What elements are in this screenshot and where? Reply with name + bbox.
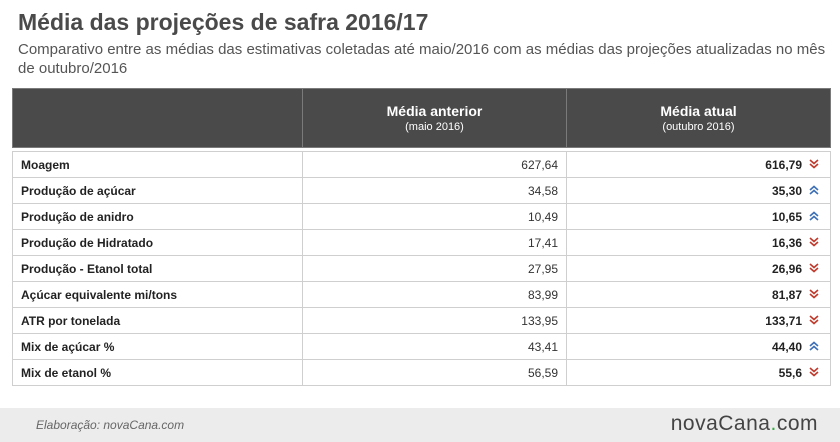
previous-value: 83,99	[302, 281, 567, 308]
previous-value: 34,58	[302, 177, 567, 204]
header-current-average: Média atual (outubro 2016)	[566, 88, 831, 148]
header-previous-average: Média anterior (maio 2016)	[302, 88, 567, 148]
current-value: 10,65	[771, 209, 802, 224]
chart-title: Média das projeções de safra 2016/17	[18, 9, 429, 35]
projections-table: Média anterior (maio 2016) Média atual (…	[12, 88, 831, 386]
current-value-cell: 10,65	[566, 203, 831, 230]
current-value: 55,6	[778, 365, 802, 380]
current-value-cell: 133,71	[566, 307, 831, 334]
previous-value: 17,41	[302, 229, 567, 256]
table-row: Moagem 627,64 616,79	[12, 151, 831, 178]
current-value-cell: 26,96	[566, 255, 831, 282]
previous-value: 43,41	[302, 333, 567, 360]
row-label: ATR por tonelada	[12, 307, 303, 334]
table-row: Açúcar equivalente mi/tons 83,99 81,87	[12, 281, 831, 308]
header-previous-label: Média anterior	[386, 102, 483, 119]
row-label: Produção de anidro	[12, 203, 303, 230]
header-gap-row	[12, 147, 831, 152]
footer-credit: Elaboração: novaCana.com	[36, 418, 185, 432]
table-row: Produção de açúcar 34,58 35,30	[12, 177, 831, 204]
chart-subtitle: Comparativo entre as médias das estimati…	[18, 41, 826, 77]
table-row: Mix de açúcar % 43,41 44,40	[12, 333, 831, 360]
double-chevron-down-icon	[806, 288, 822, 302]
table-body: Moagem 627,64 616,79 Produção de açúcar 34,5…	[12, 147, 831, 386]
double-chevron-down-icon	[806, 236, 822, 250]
current-value: 616,79	[765, 157, 802, 172]
header-current-sub: (outubro 2016)	[662, 120, 735, 133]
current-value-cell: 35,30	[566, 177, 831, 204]
current-value: 16,36	[771, 235, 802, 250]
current-value: 81,87	[771, 287, 802, 302]
table-row: Mix de etanol % 56,59 55,6	[12, 359, 831, 386]
novacana-logo: novaCana.com	[671, 412, 818, 436]
row-label: Mix de etanol %	[12, 359, 303, 386]
double-chevron-up-icon	[806, 340, 822, 354]
current-value-cell: 616,79	[566, 151, 831, 178]
previous-value: 627,64	[302, 151, 567, 178]
table-row: Produção de Hidratado 17,41 16,36	[12, 229, 831, 256]
row-label: Produção - Etanol total	[12, 255, 303, 282]
table-header-row: Média anterior (maio 2016) Média atual (…	[12, 88, 831, 148]
header-current-label: Média atual	[660, 102, 737, 119]
row-label: Açúcar equivalente mi/tons	[12, 281, 303, 308]
table-row: Produção - Etanol total 27,95 26,96	[12, 255, 831, 282]
double-chevron-up-icon	[806, 210, 822, 224]
previous-value: 27,95	[302, 255, 567, 282]
gap-cell	[12, 147, 831, 152]
logo-tld: com	[776, 412, 818, 435]
current-value: 44,40	[771, 339, 802, 354]
header-empty-cell	[12, 88, 303, 148]
table-row: Produção de anidro 10,49 10,65	[12, 203, 831, 230]
row-label: Moagem	[12, 151, 303, 178]
double-chevron-up-icon	[806, 184, 822, 198]
current-value: 133,71	[765, 313, 802, 328]
current-value-cell: 55,6	[566, 359, 831, 386]
footer-bar: Elaboração: novaCana.com novaCana.com	[0, 408, 840, 442]
current-value: 35,30	[771, 183, 802, 198]
current-value: 26,96	[771, 261, 802, 276]
double-chevron-down-icon	[806, 314, 822, 328]
row-label: Mix de açúcar %	[12, 333, 303, 360]
current-value-cell: 81,87	[566, 281, 831, 308]
table-row: ATR por tonelada 133,95 133,71	[12, 307, 831, 334]
header-previous-sub: (maio 2016)	[405, 120, 464, 133]
previous-value: 56,59	[302, 359, 567, 386]
row-label: Produção de Hidratado	[12, 229, 303, 256]
previous-value: 10,49	[302, 203, 567, 230]
double-chevron-down-icon	[806, 262, 822, 276]
previous-value: 133,95	[302, 307, 567, 334]
current-value-cell: 44,40	[566, 333, 831, 360]
logo-dot: .	[770, 412, 777, 435]
double-chevron-down-icon	[806, 158, 822, 172]
double-chevron-down-icon	[806, 366, 822, 380]
row-label: Produção de açúcar	[12, 177, 303, 204]
logo-main: novaCana	[670, 412, 771, 435]
current-value-cell: 16,36	[566, 229, 831, 256]
